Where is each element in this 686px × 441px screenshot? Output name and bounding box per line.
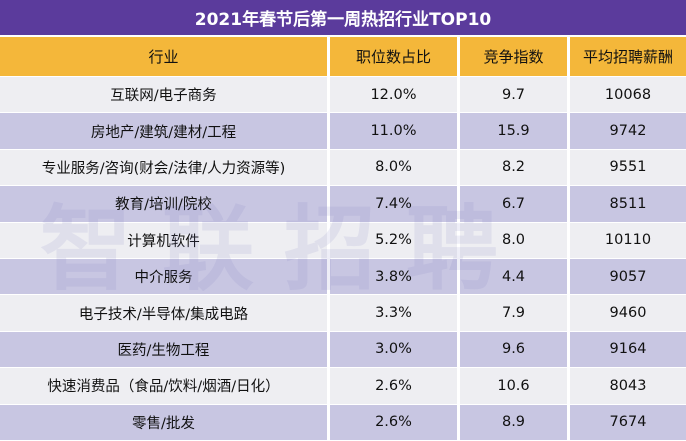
header-row: 行业 职位数占比 竞争指数 平均招聘薪酬 [0,37,686,77]
table-cell: 8.9 [460,404,570,441]
table-row: 专业服务/咨询(财会/法律/人力资源等) 8.0% 8.2 9551 [0,149,686,187]
header-cell: 职位数占比 [330,37,460,77]
table-cell: 计算机软件 [0,222,330,259]
table-cell: 10068 [570,77,686,114]
table: 行业 职位数占比 竞争指数 平均招聘薪酬 互联网/电子商务 12.0% 9.7 10068 房地… [0,37,686,441]
table-cell: 8043 [570,368,686,405]
table-cell: 11.0% [330,113,460,150]
table-cell: 6.7 [460,186,570,223]
table-row: 电子技术/半导体/集成电路 3.3% 7.9 9460 [0,295,686,332]
table-cell: 9057 [570,258,686,296]
table-cell: 医药/生物工程 [0,331,330,369]
table-row: 教育/培训/院校 7.4% 6.7 8511 [0,186,686,223]
table-cell: 快速消费品（食品/饮料/烟酒/日化） [0,368,330,405]
table-cell: 15.9 [460,113,570,150]
table-cell: 9.6 [460,331,570,369]
table-cell: 8.2 [460,149,570,187]
table-cell: 房地产/建筑/建材/工程 [0,113,330,150]
table-cell: 9460 [570,295,686,332]
table-cell: 12.0% [330,77,460,114]
header-cell: 竞争指数 [460,37,570,77]
table-row: 快速消费品（食品/饮料/烟酒/日化） 2.6% 10.6 8043 [0,368,686,405]
table-cell: 3.8% [330,258,460,296]
header-cell: 行业 [0,37,330,77]
table-cell: 5.2% [330,222,460,259]
table-cell: 7.4% [330,186,460,223]
table-row: 医药/生物工程 3.0% 9.6 9164 [0,331,686,369]
table-cell: 零售/批发 [0,404,330,441]
table-cell: 专业服务/咨询(财会/法律/人力资源等) [0,149,330,187]
table-row: 零售/批发 2.6% 8.9 7674 [0,404,686,441]
table-cell: 10110 [570,222,686,259]
table-cell: 10.6 [460,368,570,405]
table-cell: 8.0 [460,222,570,259]
table-cell: 中介服务 [0,258,330,296]
title: 2021年春节后第一周热招行业TOP10 [0,0,686,37]
table-cell: 9551 [570,149,686,187]
table-cell: 2.6% [330,404,460,441]
table-cell: 8.0% [330,149,460,187]
table-row: 中介服务 3.8% 4.4 9057 [0,258,686,296]
table-cell: 9.7 [460,77,570,114]
table-row: 互联网/电子商务 12.0% 9.7 10068 [0,77,686,114]
table-cell: 互联网/电子商务 [0,77,330,114]
table-cell: 8511 [570,186,686,223]
table-cell: 7.9 [460,295,570,332]
table-cell: 9742 [570,113,686,150]
table-row: 房地产/建筑/建材/工程 11.0% 15.9 9742 [0,113,686,150]
table-cell: 3.3% [330,295,460,332]
table-cell: 7674 [570,404,686,441]
table-row: 计算机软件 5.2% 8.0 10110 [0,222,686,259]
table-cell: 4.4 [460,258,570,296]
table-cell: 电子技术/半导体/集成电路 [0,295,330,332]
header-cell: 平均招聘薪酬 [570,37,686,77]
table-cell: 3.0% [330,331,460,369]
table-cell: 9164 [570,331,686,369]
table-cell: 教育/培训/院校 [0,186,330,223]
table-cell: 2.6% [330,368,460,405]
